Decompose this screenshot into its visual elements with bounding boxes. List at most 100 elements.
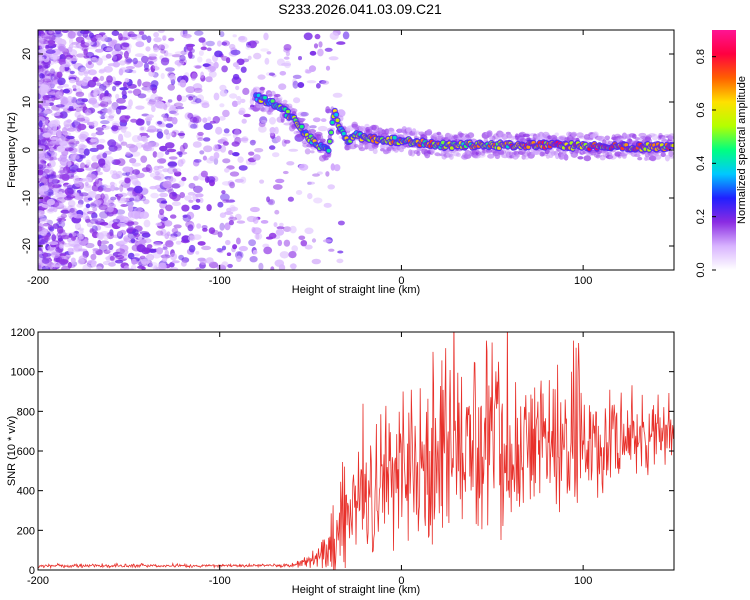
snr-ytick-label: 0: [29, 565, 35, 577]
spectrogram-cell: [115, 248, 126, 255]
spectrogram-cell: [266, 196, 271, 203]
spectrogram-cell: [173, 224, 182, 229]
spectrogram-cell: [134, 241, 141, 245]
spectrogram-cell: [61, 173, 70, 181]
spectrogram-cell: [150, 192, 159, 199]
spectrogram-cell: [324, 47, 333, 52]
spectrogram-cell: [132, 70, 137, 74]
spectrogram-cell: [73, 179, 83, 187]
spectrogram-cell: [246, 215, 257, 223]
spectrogram-cell: [85, 184, 92, 188]
spectrogram-cell: [55, 104, 65, 108]
spectrogram-cell: [137, 93, 147, 99]
spectrogram-cell: [55, 37, 63, 44]
spectrogram-cell: [131, 162, 141, 167]
spectrogram-cell: [317, 125, 328, 132]
spectrogram-cell: [230, 49, 241, 56]
spectrogram-cell: [46, 81, 56, 88]
spectrogram-cell: [168, 37, 175, 42]
spectrogram-cell: [181, 204, 190, 212]
spectrogram-cell: [67, 96, 73, 102]
spectrogram-cell: [96, 232, 104, 239]
spectrogram-cell: [198, 50, 204, 56]
spectrogram-cell: [236, 96, 242, 101]
spectrogram-cell: [150, 65, 156, 73]
spectrogram-cell: [93, 219, 104, 224]
spectrogram-cell: [162, 35, 167, 40]
spectrogram-cell: [283, 226, 292, 233]
spectrogram-cell: [153, 265, 158, 270]
spectrogram-cell: [147, 262, 153, 268]
spectrogram-cell: [135, 105, 145, 110]
spectrogram-cell: [313, 43, 319, 49]
spectrogram-cell: [129, 144, 138, 153]
spectrogram-cell: [42, 223, 50, 227]
spectrogram-cell: [62, 83, 69, 88]
spectrogram-cell: [82, 213, 89, 220]
spectrogram-cell: [279, 71, 287, 76]
spectrogram-cell: [76, 233, 83, 238]
spectrogram-cell: [131, 151, 141, 157]
spectrogram-cell: [66, 119, 72, 123]
spectrogram-cell: [39, 185, 49, 192]
spectrogram-cell: [153, 242, 162, 247]
spectrogram-cell: [59, 140, 68, 147]
spectrogram-cell: [156, 158, 167, 164]
spectrogram-cell: [123, 236, 130, 241]
spectrogram-cell: [122, 172, 128, 176]
spectrogram-cell: [147, 101, 156, 106]
spectrogram-cell: [163, 50, 169, 57]
spectrogram-cell: [195, 251, 200, 255]
spectrogram-cell: [71, 236, 76, 241]
spectrogram-cell: [107, 206, 114, 213]
spectrogram-cell: [318, 41, 323, 48]
spectrogram-cell: [103, 81, 108, 86]
spectrogram-cell: [487, 153, 495, 159]
spectrogram-cell: [238, 107, 246, 116]
spectrogram-cell: [563, 154, 569, 160]
spectrogram-cell: [38, 107, 42, 113]
spectrogram-cell: [229, 171, 240, 177]
spectrogram-cell: [99, 240, 110, 245]
spectrogram-cell: [292, 80, 299, 89]
spectrogram-cell: [38, 250, 43, 255]
spectrogram-cell: [201, 245, 212, 251]
spectrogram-cell: [69, 208, 75, 214]
spectrogram-cell: [84, 41, 94, 46]
spectrogram-cell: [155, 173, 165, 181]
spectrogram-cell: [185, 94, 196, 99]
spectrogram-cell: [188, 182, 196, 189]
spectrogram-cell: [170, 78, 176, 86]
spectrogram-cell: [178, 180, 185, 187]
spectrogram-cell: [156, 131, 164, 139]
spectrogram-cell: [214, 50, 223, 58]
spectrogram-cell: [314, 33, 321, 40]
spectrogram-cell: [201, 102, 210, 109]
spectrogram-cell: [185, 86, 196, 94]
spectrogram-cell: [75, 140, 80, 145]
spectrogram-cell: [111, 173, 121, 180]
spectrogram-cell: [187, 224, 194, 232]
spectrogram-cell: [426, 129, 433, 136]
spectrogram-cell: [91, 132, 97, 137]
spectrogram-cell: [225, 57, 231, 64]
spectrogram-cell: [49, 54, 59, 60]
spectrogram-cell: [304, 148, 311, 155]
spectrogram-cell: [119, 60, 126, 66]
spectrogram-cell: [141, 86, 152, 91]
spectrogram-cell: [56, 129, 62, 138]
spectrogram-cell: [406, 126, 412, 133]
spectrogram-cell: [74, 119, 80, 127]
spectrogram-cell: [176, 94, 182, 102]
spectrogram-cell: [161, 200, 168, 204]
spectrogram-ytick-label: 0: [21, 147, 33, 153]
spectrogram-cell: [329, 32, 339, 40]
spectrogram-cell: [68, 105, 74, 111]
spectrogram-cell: [449, 146, 454, 150]
spectrogram-cell: [337, 250, 344, 254]
spectrogram-cell: [173, 102, 184, 107]
spectrogram-cell: [70, 257, 76, 263]
spectrogram-cell: [72, 84, 77, 89]
spectrogram-cell: [129, 197, 135, 202]
spectrogram-cell: [142, 81, 152, 88]
